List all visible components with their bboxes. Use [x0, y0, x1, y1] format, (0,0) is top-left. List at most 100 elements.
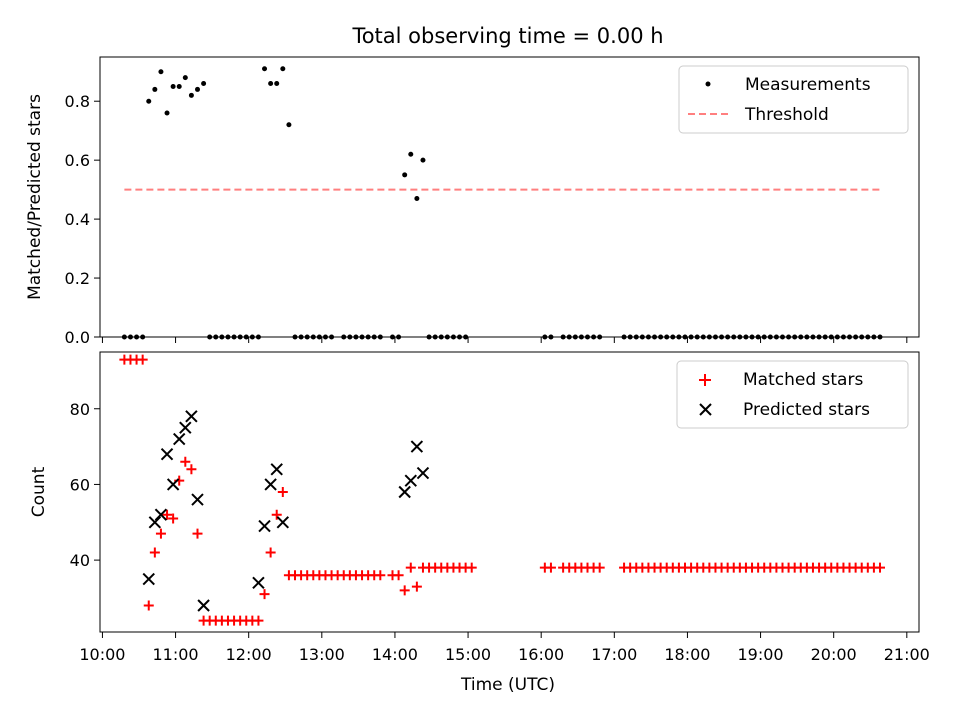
legend-label-predicted: Predicted stars [743, 400, 870, 420]
matched-star-point [253, 615, 264, 626]
bottom-y-ticks: 40 60 80 [70, 400, 100, 570]
predicted-star-point [197, 599, 210, 612]
matched-star-point [399, 585, 410, 596]
x-tick-label: 21:00 [884, 645, 930, 664]
matched-star-point [259, 589, 270, 600]
predicted-star-point [416, 466, 430, 480]
x-tick-label: 12:00 [226, 645, 272, 664]
legend-label-matched: Matched stars [743, 370, 863, 390]
predicted-star-point [252, 576, 265, 590]
y-tick-label: 0.0 [65, 328, 90, 347]
legend-marker-predicted [699, 403, 712, 416]
y-tick-label: 0.4 [65, 210, 90, 229]
measurement-point [152, 86, 158, 92]
legend-label-threshold: Threshold [744, 105, 829, 125]
matched-star-point [277, 487, 288, 497]
matched-star-point [875, 562, 885, 573]
bottom-plot-frame [99, 351, 920, 633]
x-axis-label: Time (UTC) [460, 675, 555, 695]
x-tick-label: 16:00 [518, 645, 564, 664]
matched-star-point [393, 570, 404, 581]
matched-star-point [466, 562, 477, 573]
top-panel: 0.00.20.40.60.8 Matched/Predicted stars … [25, 56, 920, 347]
x-tick-label: 20:00 [811, 645, 857, 664]
x-tick-label: 19:00 [738, 645, 784, 664]
measurement-point [414, 195, 420, 201]
top-x-ticks [101, 337, 908, 343]
matched-star-point [137, 354, 148, 365]
chart-title: Total observing time = 0.00 h [351, 24, 663, 48]
predicted-star-point [148, 516, 162, 529]
top-y-ticks: 0.0 0.2 0.4 0.6 0.8 [65, 92, 100, 347]
x-tick-label: 15:00 [445, 645, 491, 664]
matched-star-point [155, 528, 166, 539]
measurement-point [280, 66, 286, 72]
predicted-star-point [160, 447, 174, 461]
legend-marker-matched [699, 374, 711, 386]
matched-star-point [271, 509, 282, 520]
x-tick-label: 17:00 [591, 645, 637, 664]
predicted-star-point [166, 478, 180, 491]
measurement-point [286, 122, 292, 128]
measurement-point [262, 66, 268, 72]
bottom-x-ticks: 10:00 11:00 12:00 13:00 14:00 15:00 16:00 17:00… [79, 632, 930, 664]
bottom-data-marks [119, 354, 885, 626]
measurement-point [158, 69, 164, 75]
top-y-axis-label: Matched/Predicted stars [25, 94, 45, 300]
predicted-star-point [185, 410, 198, 423]
bottom-y-axis-label: Count [29, 466, 49, 517]
measurement-point [182, 75, 188, 81]
legend-label-measurements: Measurements [745, 75, 871, 95]
x-tick-label: 14:00 [372, 645, 418, 664]
predicted-star-point [142, 572, 155, 586]
bottom-legend-box [676, 360, 909, 429]
x-tick-label: 13:00 [299, 645, 345, 664]
matched-star-point [192, 528, 203, 539]
measurement-point [420, 157, 426, 163]
bottom-panel: 40 60 80 10:00 11:00 12:00 13:00 14:00 15:00 16:… [29, 351, 930, 695]
predicted-star-point [276, 516, 290, 529]
measurement-point [195, 86, 200, 92]
measurement-point [274, 81, 280, 87]
measurement-point [188, 92, 194, 98]
y-tick-label: 60 [70, 475, 90, 494]
predicted-star-point [179, 421, 192, 434]
matched-star-point [545, 562, 556, 573]
predicted-star-point [270, 463, 283, 476]
y-tick-label: 0.8 [65, 92, 90, 111]
predicted-star-point [173, 432, 186, 446]
measurement-point [164, 110, 170, 116]
matched-star-point [143, 600, 154, 611]
predicted-star-point [404, 474, 417, 487]
predicted-star-point [154, 508, 168, 521]
legend-marker-measurements [705, 81, 711, 87]
predicted-star-point [398, 485, 411, 499]
measurement-point [170, 83, 176, 89]
predicted-star-point [258, 519, 271, 533]
predicted-star-point [191, 493, 204, 506]
x-tick-label: 11:00 [153, 645, 199, 664]
top-plot-frame [99, 56, 920, 338]
predicted-star-point [264, 478, 277, 491]
matched-star-point [162, 509, 173, 520]
matched-star-point [186, 464, 197, 475]
y-tick-label: 40 [70, 551, 90, 570]
measurement-point [201, 81, 207, 87]
matched-star-point [375, 570, 386, 581]
x-tick-label: 18:00 [664, 645, 710, 664]
matched-star-point [411, 581, 422, 592]
measurement-point [176, 83, 182, 89]
predicted-star-point [410, 440, 424, 453]
matched-star-point [180, 456, 191, 467]
matched-star-point [149, 547, 160, 558]
y-tick-label: 0.6 [65, 151, 90, 170]
matched-star-point [405, 562, 416, 573]
measurement-point [408, 151, 414, 157]
measurement-point [402, 172, 408, 178]
top-legend: Measurements Threshold [678, 65, 909, 134]
y-tick-label: 0.2 [65, 269, 90, 288]
x-tick-label: 10:00 [79, 645, 125, 664]
matched-star-point [265, 547, 276, 558]
y-tick-label: 80 [70, 400, 90, 419]
